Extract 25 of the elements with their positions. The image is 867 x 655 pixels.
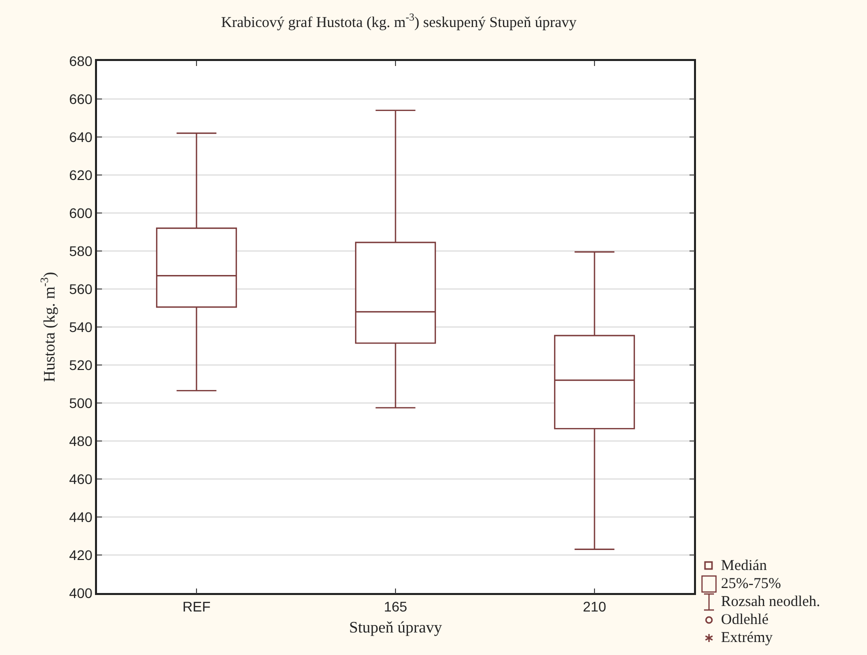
text: Odlehlé bbox=[721, 611, 768, 629]
text: Extrémy bbox=[721, 629, 773, 647]
text: Rozsah neodleh. bbox=[721, 593, 820, 611]
y-tick-label: 680 bbox=[69, 52, 93, 69]
x-axis-title: Stupeň úpravy bbox=[349, 620, 442, 637]
y-tick-label: 520 bbox=[69, 356, 93, 373]
y-tick-label: 440 bbox=[69, 508, 93, 525]
y-tick-label: 580 bbox=[69, 242, 93, 259]
y-tick-label: 660 bbox=[69, 90, 93, 107]
y-tick-label: 640 bbox=[69, 128, 93, 145]
y-tick-label: 480 bbox=[69, 432, 93, 449]
text: 25%-75% bbox=[721, 575, 781, 593]
x-tick-label: 165 bbox=[384, 598, 408, 615]
x-tick-label: REF bbox=[182, 598, 210, 615]
text: Medián bbox=[721, 557, 767, 575]
y-tick-label: 460 bbox=[69, 470, 93, 487]
y-tick-label: 620 bbox=[69, 166, 93, 183]
y-tick-label: 540 bbox=[69, 318, 93, 335]
y-tick-label: 400 bbox=[69, 584, 93, 601]
chart-title: Krabicový graf Hustota (kg. m$^{-3}$) seskupený Stupeň úpravy bbox=[221, 12, 577, 31]
y-tick-label: 420 bbox=[69, 546, 93, 563]
x-tick-label: 210 bbox=[582, 598, 606, 615]
y-tick-label: 560 bbox=[69, 280, 93, 297]
y-tick-label: 600 bbox=[69, 204, 93, 221]
y-tick-label: 500 bbox=[69, 394, 93, 411]
